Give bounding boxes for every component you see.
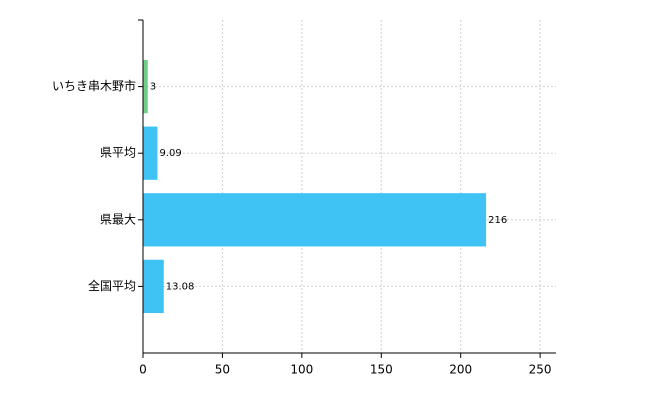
y-tick-label: 全国平均 [88,278,136,293]
x-tick-label: 150 [370,363,393,377]
x-tick-label: 200 [449,363,472,377]
y-tick-label: 県最大 [100,212,136,226]
x-tick-label: 100 [290,363,313,377]
value-label: 3 [150,82,156,93]
x-tick-label: 0 [139,363,147,377]
y-tick-label: いちき串木野市 [52,78,136,93]
bar [143,193,487,247]
bar [143,59,148,114]
value-label: 9.09 [159,148,181,159]
y-tick-label: 県平均 [100,146,136,160]
x-tick-label: 50 [215,363,230,377]
value-label: 216 [488,215,507,226]
value-label: 13.08 [166,281,195,292]
bar [143,126,158,180]
bar [143,259,164,314]
x-tick-label: 250 [529,363,552,377]
